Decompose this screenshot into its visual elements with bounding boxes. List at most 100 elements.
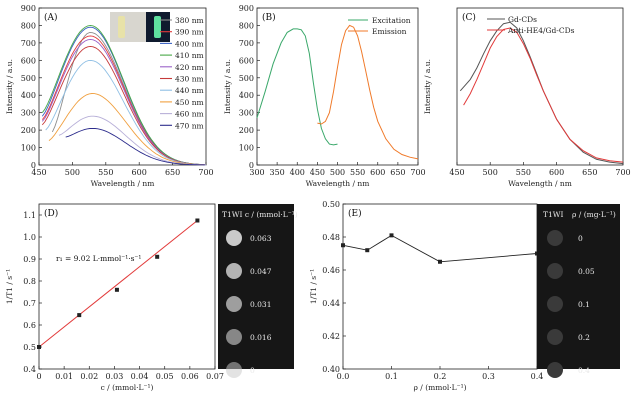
mri-label: 0.047 — [250, 267, 272, 276]
series-line — [256, 28, 338, 146]
x-tick-label: 0.06 — [181, 372, 199, 381]
panel-label: (C) — [462, 12, 476, 23]
x-tick-label: 700 — [410, 168, 425, 177]
y-tick-label: 0.4 — [23, 365, 36, 374]
series-line — [45, 59, 207, 166]
series-line — [65, 127, 205, 166]
y-tick-label: 0.46 — [322, 266, 340, 275]
legend-label: 410 nm — [175, 51, 204, 60]
x-tick-label: 0.05 — [156, 372, 174, 381]
x-tick-label: 600 — [132, 168, 147, 177]
y-tick-label: 600 — [239, 56, 254, 65]
y-tick-label: 0 — [31, 161, 36, 170]
y-tick-label: 200 — [239, 126, 254, 135]
legend-label: Emission — [372, 27, 407, 36]
data-point — [341, 243, 345, 248]
data-point — [438, 259, 442, 264]
fit-line — [38, 220, 198, 348]
data-point — [77, 313, 82, 318]
x-tick-label: 500 — [483, 168, 498, 177]
data-point — [37, 345, 41, 349]
y-tick-label: 0.50 — [322, 200, 340, 209]
mri-label: 0 — [578, 234, 583, 243]
mri-phantom — [226, 230, 242, 246]
x-tick-label: 0.03 — [106, 372, 124, 381]
mri-phantom — [547, 263, 563, 279]
x-tick-label: 700 — [615, 168, 630, 177]
data-point — [365, 248, 370, 253]
mri-header: T1WI c / (mmol·L⁻¹) — [222, 210, 298, 219]
mri-phantom — [547, 362, 563, 378]
y-tick-label: 800 — [239, 21, 254, 30]
y-tick-label: 400 — [239, 91, 254, 100]
panel-label: (B) — [262, 12, 276, 23]
x-tick-label: 0.07 — [206, 372, 224, 381]
panel-label: (E) — [348, 208, 362, 219]
x-tick-label: 450 — [449, 168, 464, 177]
x-tick-label: 0 — [36, 372, 41, 381]
y-tick-label: 0.44 — [322, 299, 340, 308]
y-tick-label: 0.9 — [23, 255, 36, 264]
x-tick-label: 600 — [549, 168, 564, 177]
y-tick-label: 0.40 — [322, 365, 340, 374]
legend-label: 440 nm — [175, 86, 204, 95]
mri-label: 0.031 — [250, 300, 271, 309]
mri-phantom — [547, 230, 563, 246]
x-tick-label: 0.01 — [55, 372, 73, 381]
series-line — [459, 21, 624, 165]
x-axis-label: Wavelength / nm — [508, 179, 572, 188]
y-tick-label: 800 — [21, 21, 36, 30]
y-tick-label: 700 — [21, 39, 36, 48]
data-point — [195, 218, 200, 223]
y-tick-label: 1.1 — [23, 211, 36, 220]
legend-label: 450 nm — [175, 98, 204, 107]
plot-frame — [38, 203, 216, 370]
x-tick-label: 0.2 — [434, 372, 447, 381]
y-tick-label: 0.5 — [23, 343, 36, 352]
data-point — [155, 254, 160, 259]
legend-label: Excitation — [372, 16, 411, 25]
x-axis-label: c / (mmol·L⁻¹) — [101, 383, 154, 392]
panel-label: (D) — [44, 208, 58, 219]
x-axis-label: Wavelength / nm — [91, 179, 155, 188]
mri-phantom — [226, 362, 242, 378]
y-tick-label: 0.6 — [23, 321, 36, 330]
y-axis-label: 1/T1 / s⁻¹ — [309, 269, 318, 304]
relaxivity-annotation: r₁ = 9.02 L·mmol⁻¹·s⁻¹ — [56, 254, 141, 263]
mri-label: 0.1 — [578, 300, 590, 309]
plot-frame — [456, 7, 624, 166]
mri-phantom — [547, 329, 563, 345]
y-tick-label: 0.42 — [322, 332, 340, 341]
mri-phantom — [547, 296, 563, 312]
x-tick-label: 550 — [350, 168, 365, 177]
mri-strip — [218, 204, 294, 369]
mri-label: 0.4 — [578, 366, 590, 375]
panel-b: 300 350 400 450 500 550 600 650 700 0 100 200 300 400… — [223, 4, 426, 188]
y-axis-label: Intensity / a.u. — [223, 59, 232, 114]
x-tick-label: 450 — [31, 168, 46, 177]
panel-a: 450 500 550 600 650 700 0 100 200 300 400 500 600 700… — [5, 4, 214, 188]
x-tick-label: 350 — [269, 168, 284, 177]
x-tick-label: 500 — [330, 168, 345, 177]
legend-label: 390 nm — [175, 28, 204, 37]
y-axis-label: 1/T1 / s⁻¹ — [5, 269, 14, 304]
series-line — [342, 234, 538, 263]
x-tick-label: 500 — [65, 168, 80, 177]
y-tick-label: 100 — [239, 144, 254, 153]
series-line — [317, 24, 419, 160]
plot-frame — [342, 203, 538, 370]
series-line — [463, 27, 624, 163]
y-tick-label: 300 — [21, 109, 36, 118]
series-line — [48, 93, 205, 166]
x-tick-label: 700 — [198, 168, 213, 177]
legend-label: 470 nm — [175, 121, 204, 130]
x-tick-label: 650 — [390, 168, 405, 177]
mri-phantom — [226, 263, 242, 279]
y-tick-label: 600 — [21, 56, 36, 65]
x-tick-label: 400 — [290, 168, 305, 177]
data-point — [114, 287, 119, 292]
y-tick-label: 0 — [249, 161, 254, 170]
x-tick-label: 550 — [98, 168, 113, 177]
y-tick-label: 200 — [21, 126, 36, 135]
